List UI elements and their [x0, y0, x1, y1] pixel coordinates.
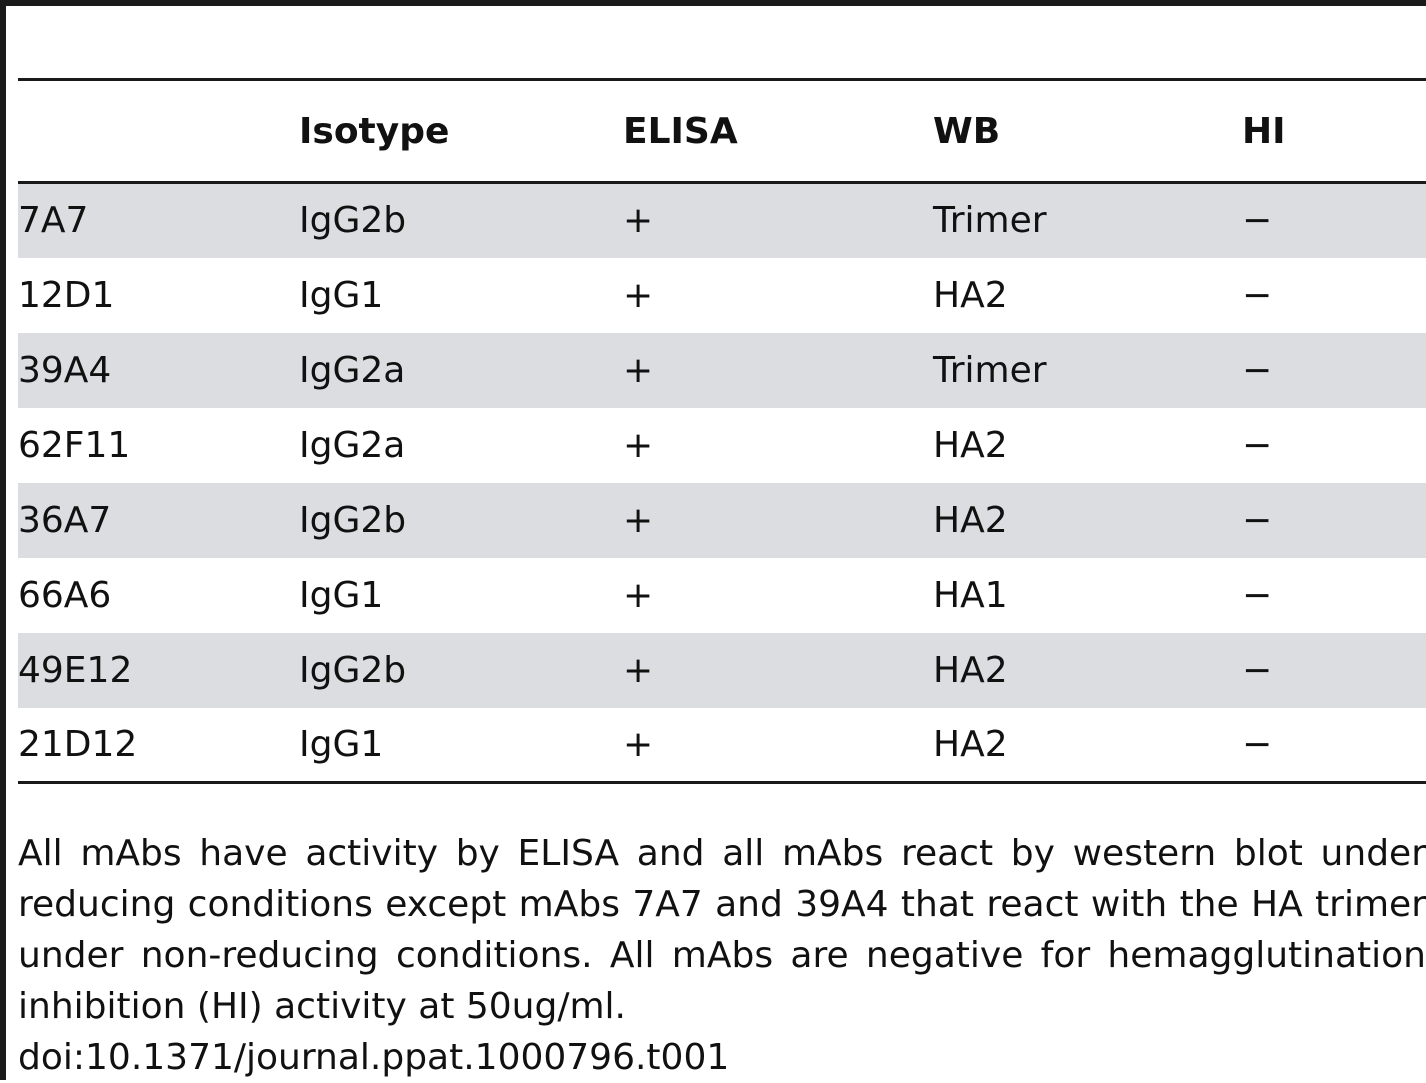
cell-wb: HA2 [933, 424, 1008, 466]
table-container: Isotype ELISA WB HI 7A7 IgG2b + Trimer −… [18, 78, 1426, 784]
cell-wb: HA2 [933, 649, 1008, 691]
cell-wb: HA2 [933, 274, 1008, 316]
cell-isotype: IgG2a [299, 349, 406, 391]
cell-hi: − [1242, 649, 1273, 691]
left-border [0, 0, 6, 1080]
cell-mab: 12D1 [18, 274, 115, 316]
cell-wb: HA2 [933, 723, 1008, 765]
cell-mab: 39A4 [18, 349, 112, 391]
cell-elisa: + [623, 499, 654, 541]
data-table: Isotype ELISA WB HI 7A7 IgG2b + Trimer −… [18, 78, 1426, 784]
cell-elisa: + [623, 200, 654, 242]
cell-isotype: IgG1 [299, 723, 384, 765]
cell-mab: 66A6 [18, 574, 112, 616]
cell-wb: Trimer [933, 200, 1047, 242]
cell-mab: 36A7 [18, 499, 112, 541]
cell-isotype: IgG2a [299, 424, 406, 466]
cell-elisa: + [623, 424, 654, 466]
header-cell-hi: HI [1242, 110, 1286, 152]
table-row: 21D12 IgG1 + HA2 − [18, 708, 1426, 783]
cell-isotype: IgG1 [299, 574, 384, 616]
cell-elisa: + [623, 723, 654, 765]
table-row: 49E12 IgG2b + HA2 − [18, 632, 1426, 708]
cell-mab: 7A7 [18, 200, 89, 242]
cell-elisa: + [623, 649, 654, 691]
table-row: 39A4 IgG2a + Trimer − [18, 332, 1426, 408]
cell-wb: HA1 [933, 574, 1008, 616]
table-row: 36A7 IgG2b + HA2 − [18, 482, 1426, 558]
top-rule [0, 0, 1426, 6]
cell-mab: 21D12 [18, 723, 138, 765]
table-row: 66A6 IgG1 + HA1 − [18, 558, 1426, 633]
cell-elisa: + [623, 274, 654, 316]
cell-wb: Trimer [933, 349, 1047, 391]
cell-isotype: IgG2b [299, 499, 407, 541]
cell-mab: 49E12 [18, 649, 133, 691]
cell-hi: − [1242, 274, 1273, 316]
cell-hi: − [1242, 424, 1273, 466]
header-cell-elisa: ELISA [623, 110, 738, 152]
table-caption: All mAbs have activity by ELISA and all … [18, 828, 1426, 1083]
table-header: Isotype ELISA WB HI [18, 79, 1426, 183]
cell-hi: − [1242, 723, 1273, 765]
header-cell-isotype: Isotype [299, 110, 450, 152]
table-row: 12D1 IgG1 + HA2 − [18, 258, 1426, 333]
cell-hi: − [1242, 574, 1273, 616]
cell-isotype: IgG1 [299, 274, 384, 316]
cell-hi: − [1242, 349, 1273, 391]
cell-mab: 62F11 [18, 424, 131, 466]
cell-elisa: + [623, 574, 654, 616]
cell-isotype: IgG2b [299, 200, 407, 242]
table-row: 62F11 IgG2a + HA2 − [18, 408, 1426, 483]
header-cell-id [18, 80, 299, 183]
caption-text: All mAbs have activity by ELISA and all … [18, 833, 1426, 1027]
header-cell-wb: WB [933, 110, 1001, 152]
cell-elisa: + [623, 349, 654, 391]
table-row: 7A7 IgG2b + Trimer − [18, 182, 1426, 258]
cell-hi: − [1242, 200, 1273, 242]
cell-wb: HA2 [933, 499, 1008, 541]
doi-link[interactable]: doi:10.1371/journal.ppat.1000796.t001 [18, 1037, 730, 1078]
cell-hi: − [1242, 499, 1273, 541]
header-row: Isotype ELISA WB HI [18, 80, 1426, 183]
table-body: 7A7 IgG2b + Trimer − 12D1 IgG1 + HA2 − 3… [18, 182, 1426, 783]
cell-isotype: IgG2b [299, 649, 407, 691]
